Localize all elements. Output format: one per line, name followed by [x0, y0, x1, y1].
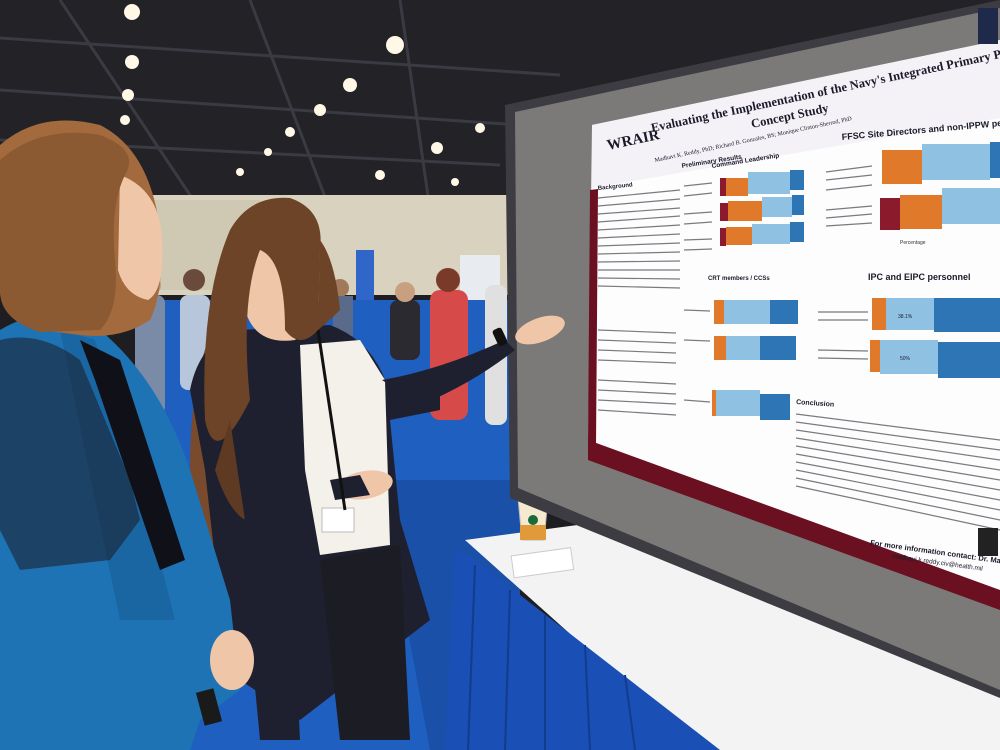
poster-side-band [588, 189, 598, 445]
tablecloth-folds [467, 564, 636, 750]
lanyard [316, 329, 347, 511]
visitor-person [0, 120, 254, 750]
visitor-hands [210, 630, 254, 690]
poster-seal [978, 8, 998, 44]
ffsc-chart [880, 142, 1000, 230]
research-poster: WRAIR Evaluating the Implementation of t… [588, 8, 1000, 610]
section-crt: CRT members / CCSs [708, 276, 770, 282]
flyer-on-table [510, 547, 575, 579]
section-background: Background [598, 182, 634, 192]
ceiling-lights [120, 4, 485, 186]
smartwatch [492, 327, 508, 347]
presenter-person [190, 197, 565, 740]
ipc-value-2: 50% [900, 356, 911, 362]
ipc-value-1: 38.1% [898, 314, 913, 320]
section-conclusion: Conclusion [796, 399, 835, 409]
table-skirt [445, 548, 720, 750]
crt-chart [712, 300, 798, 420]
poster-header-band [592, 40, 1000, 188]
qr-code [978, 528, 998, 556]
command-leadership-chart [720, 170, 804, 246]
ipc-chart: 38.1% 50% [870, 298, 1000, 378]
poster-body-text [597, 165, 1000, 531]
background-attendees [135, 268, 507, 425]
axis-percentage: Percentage [900, 240, 926, 246]
phone-in-hand [195, 688, 223, 726]
name-badge [321, 507, 355, 533]
poster-footer-band [588, 440, 1000, 610]
section-ipc: IPC and EIPC personnel [868, 272, 971, 282]
table-top [465, 522, 1000, 750]
presenter-hand-pointing [515, 315, 565, 345]
